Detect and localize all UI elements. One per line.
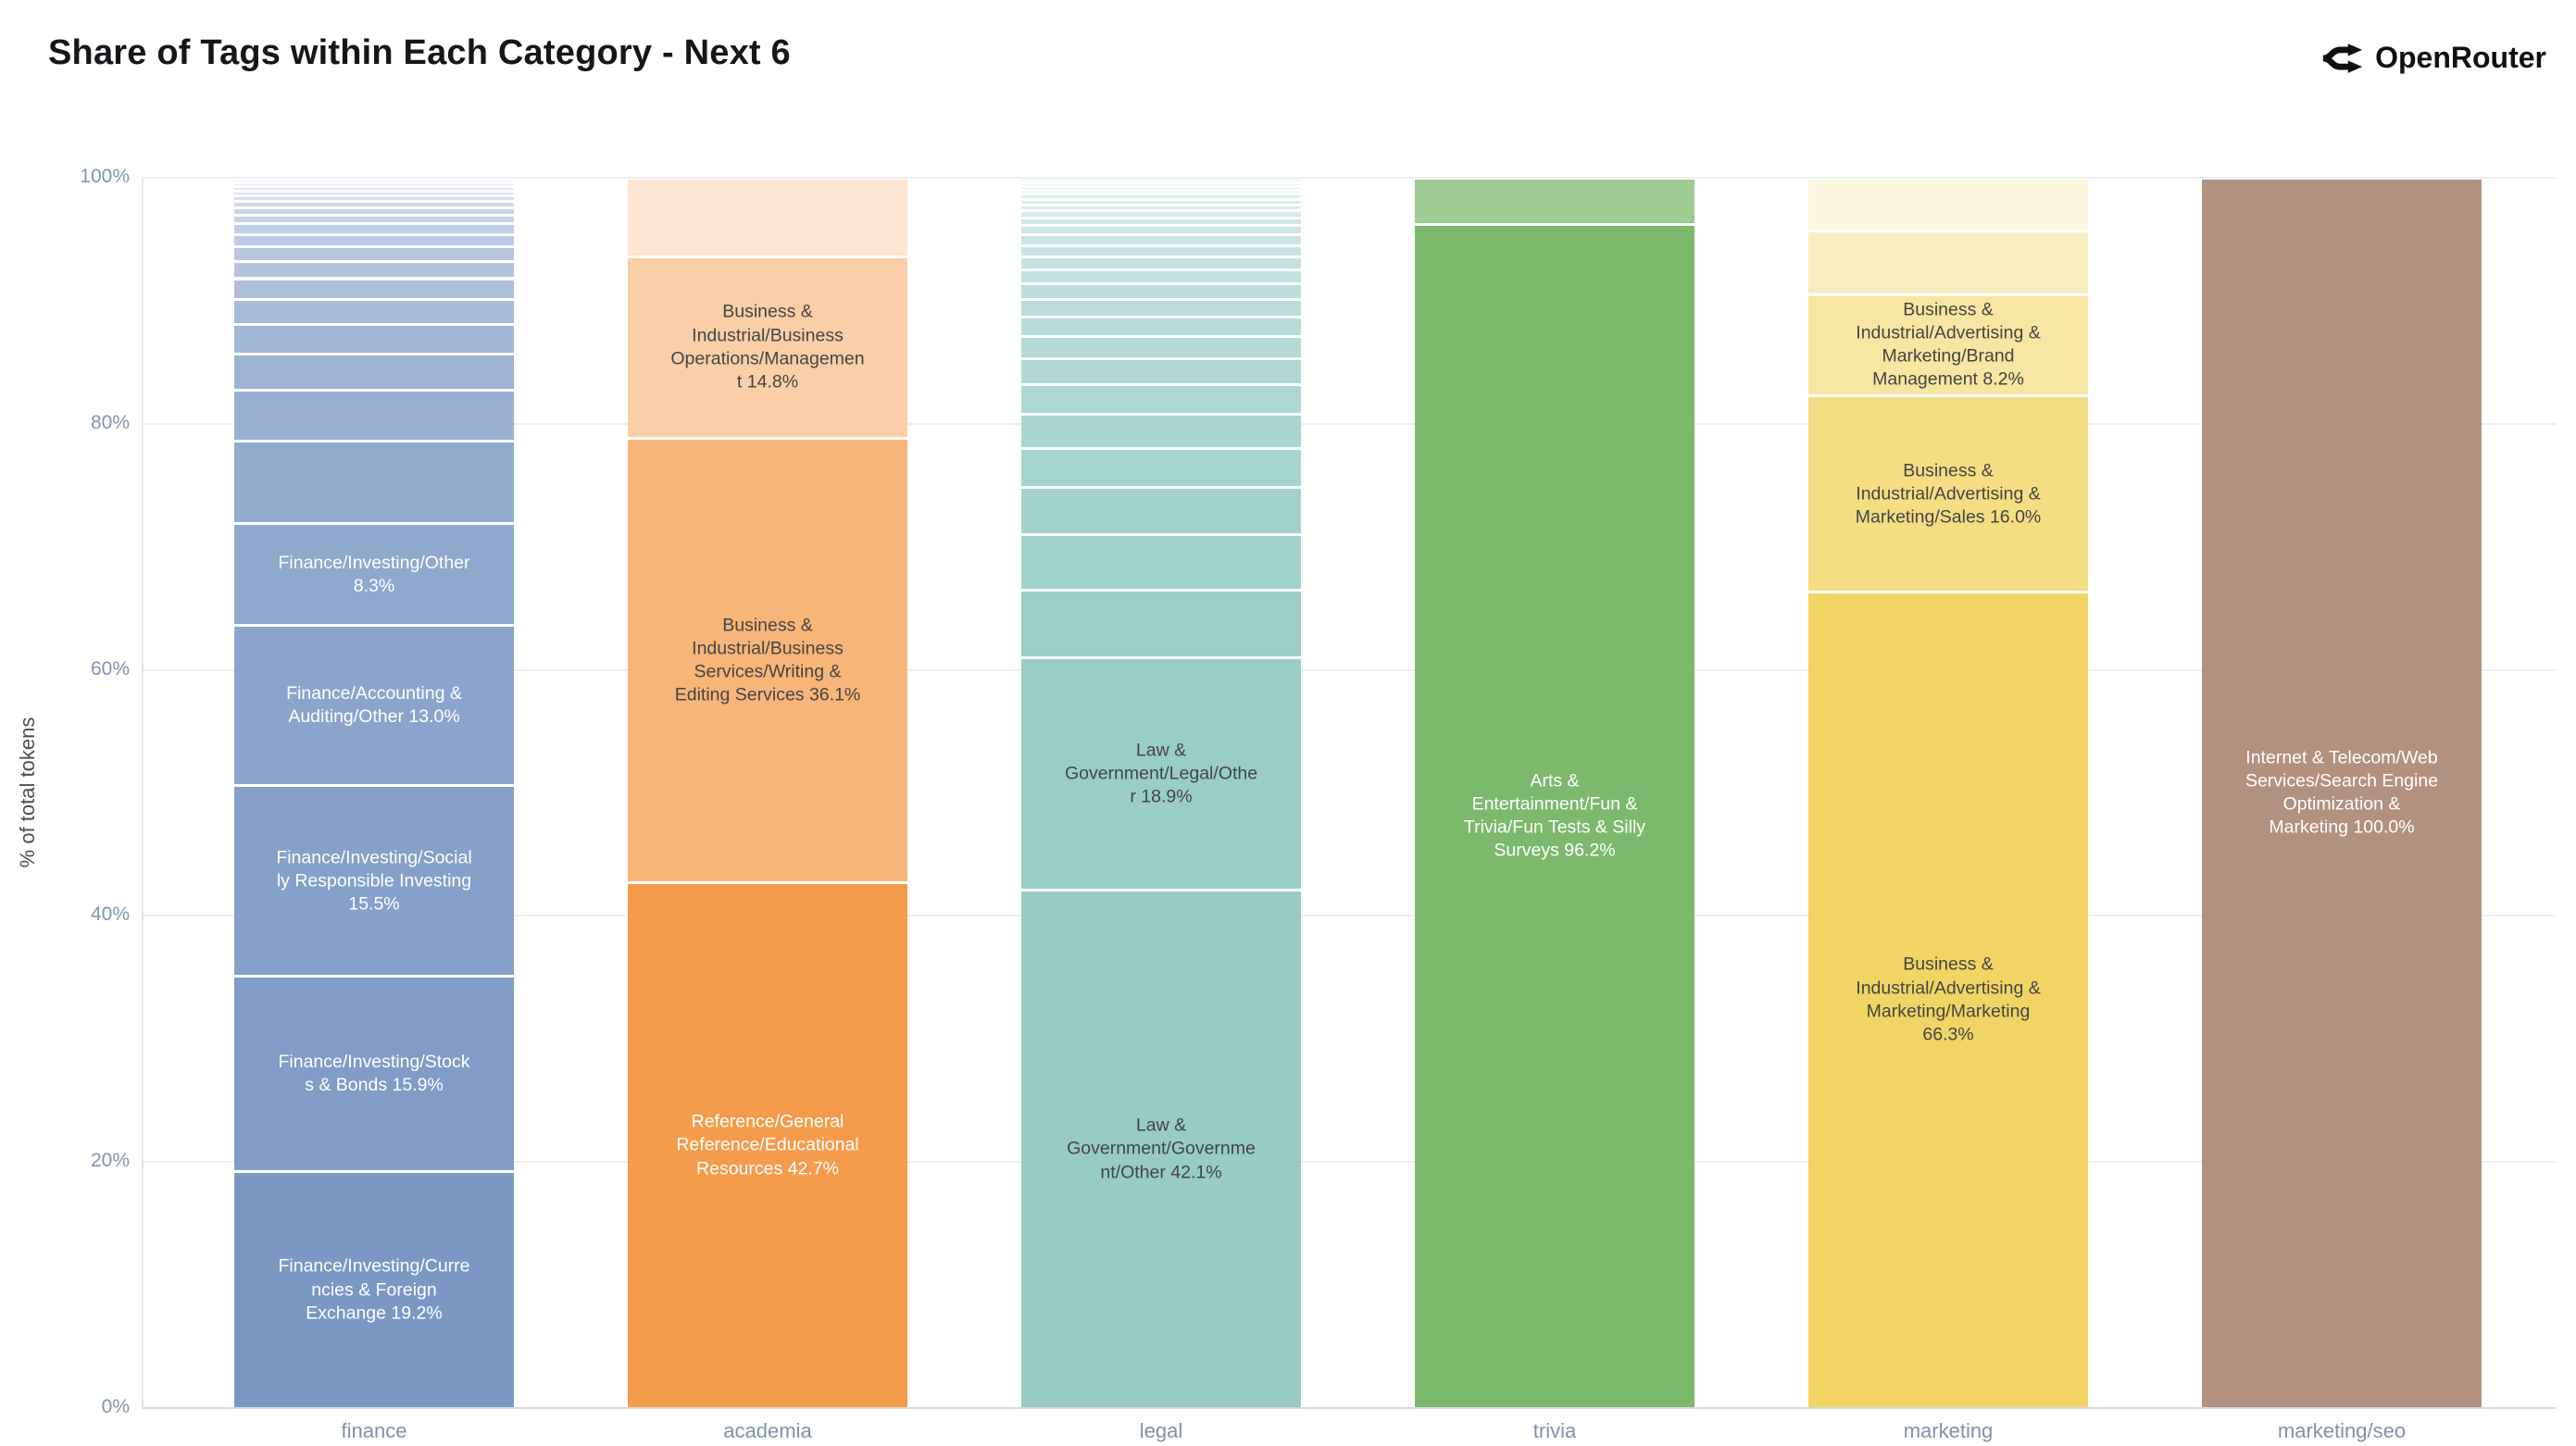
- bar-segment-finance-investing-other[interactable]: [234, 524, 514, 625]
- bar-segment-law-government-legal-other[interactable]: [1021, 658, 1301, 889]
- bar-segment[interactable]: [234, 193, 514, 195]
- bar-segment[interactable]: [1021, 591, 1301, 656]
- bar-segment-business-industrial-advertising-marketing-sales[interactable]: [1808, 396, 2088, 592]
- bar-segment-finance-investing-currencies-foreign-exchange[interactable]: [234, 1173, 514, 1407]
- y-tick-label: 100%: [80, 166, 130, 187]
- gridline-0: [142, 1407, 2556, 1409]
- bar-segment[interactable]: [1415, 179, 1694, 224]
- bar-segment[interactable]: [1021, 236, 1301, 244]
- bar-segment[interactable]: [1021, 415, 1301, 447]
- bar-segment[interactable]: [234, 225, 514, 233]
- bar-segment[interactable]: [1021, 270, 1301, 282]
- bar-segment[interactable]: [1021, 212, 1301, 217]
- bar-segment-business-industrial-business-operations-management[interactable]: [628, 257, 907, 438]
- bar-segment[interactable]: [234, 188, 514, 191]
- bar-segment[interactable]: [234, 325, 514, 353]
- bar-marketing-seo: Internet & Telecom/Web Services/Search E…: [2202, 178, 2482, 1408]
- bar-segment-business-industrial-advertising-marketing-marketing[interactable]: [1808, 593, 2088, 1407]
- bar-segment[interactable]: [234, 203, 514, 207]
- bar-segment[interactable]: [1021, 489, 1301, 533]
- bar-segment[interactable]: [1021, 183, 1301, 185]
- bar-segment-business-industrial-advertising-marketing-brand-management[interactable]: [1808, 295, 2088, 394]
- y-axis-title: % of total tokens: [16, 717, 39, 868]
- bar-segment[interactable]: [234, 301, 514, 323]
- bar-segment[interactable]: [234, 392, 514, 440]
- bar-segment[interactable]: [628, 179, 907, 256]
- bar-segment-business-industrial-business-services-writing-editing-services[interactable]: [628, 440, 907, 882]
- bar-segment[interactable]: [1021, 301, 1301, 316]
- bar-segment[interactable]: [234, 217, 514, 223]
- bar-segment[interactable]: [1021, 191, 1301, 193]
- bar-marketing: Business & Industrial/Advertising & Mark…: [1808, 178, 2088, 1408]
- bar-segment[interactable]: [1021, 200, 1301, 204]
- bar-segment[interactable]: [1021, 206, 1301, 210]
- gridline-80: [142, 422, 2556, 425]
- x-tick-label-finance: finance: [341, 1419, 407, 1442]
- bar-segment-finance-investing-stocks-bonds[interactable]: [234, 978, 514, 1171]
- bar-segment[interactable]: [234, 197, 514, 201]
- bar-segment[interactable]: [234, 235, 514, 245]
- bar-segment[interactable]: [234, 442, 514, 522]
- bar-segment[interactable]: [1021, 176, 1301, 178]
- y-axis-line: [142, 178, 144, 1408]
- bar-segment[interactable]: [234, 262, 514, 278]
- bar-segment-arts-entertainment-fun-trivia-fun-tests-silly-surveys[interactable]: [1415, 226, 1694, 1407]
- bar-segment[interactable]: [1021, 535, 1301, 589]
- bar-trivia: Arts & Entertainment/Fun & Trivia/Fun Te…: [1415, 178, 1694, 1408]
- bar-segment[interactable]: [1021, 258, 1301, 268]
- bar-segment[interactable]: [234, 355, 514, 390]
- gridline-40: [142, 915, 2556, 917]
- x-tick-label-trivia: trivia: [1532, 1419, 1577, 1442]
- bar-segment[interactable]: [1021, 218, 1301, 225]
- bar-segment[interactable]: [234, 209, 514, 215]
- bar-segment[interactable]: [1021, 195, 1301, 198]
- x-tick-label-legal: legal: [1139, 1419, 1183, 1442]
- bar-finance: Finance/Investing/Currencies & Foreign E…: [234, 177, 514, 1408]
- bar-segment[interactable]: [1021, 246, 1301, 256]
- bar-segment-reference-general-reference-educational-resources[interactable]: [628, 884, 907, 1407]
- bar-segment[interactable]: [234, 184, 514, 186]
- y-tick-label: 40%: [90, 904, 130, 926]
- bar-segment[interactable]: [1021, 385, 1301, 413]
- y-tick-label: 20%: [90, 1150, 130, 1172]
- openrouter-logo: OpenRouter: [2321, 41, 2546, 75]
- bar-segment-law-government-government-other[interactable]: [1021, 891, 1301, 1407]
- gridline-20: [142, 1161, 2556, 1164]
- bar-segment[interactable]: [1021, 318, 1301, 335]
- bar-segment[interactable]: [1021, 284, 1301, 299]
- openrouter-brand-text: OpenRouter: [2375, 41, 2546, 74]
- bar-segment[interactable]: [1808, 179, 2088, 230]
- x-tick-label-academia: academia: [723, 1419, 812, 1442]
- y-tick-label: 60%: [90, 657, 130, 679]
- gridline-60: [142, 668, 2556, 671]
- bar-segment[interactable]: [234, 280, 514, 299]
- bar-segment-finance-accounting-auditing-other[interactable]: [234, 627, 514, 785]
- y-tick-label: 80%: [90, 411, 130, 433]
- bar-segment[interactable]: [234, 247, 514, 260]
- bar-academia: Reference/General Reference/Educational …: [628, 178, 907, 1408]
- bar-segment[interactable]: [1021, 187, 1301, 189]
- page-title: Share of Tags within Each Category - Nex…: [48, 33, 791, 72]
- bar-legal: Law & Government/Government/Other 42.1% L…: [1021, 176, 1301, 1408]
- bar-segment-internet-telecom-web-services-search-engine-optimization-marketing[interactable]: [2202, 179, 2482, 1407]
- bar-segment[interactable]: [1021, 449, 1301, 487]
- bar-segment[interactable]: [234, 177, 514, 180]
- bar-segment[interactable]: [1021, 359, 1301, 383]
- x-tick-label-marketing-seo: marketing/seo: [2277, 1419, 2407, 1442]
- bar-segment[interactable]: [1808, 231, 2088, 293]
- bar-segment-finance-investing-socially-responsible-investing[interactable]: [234, 787, 514, 976]
- bar-segment[interactable]: [1021, 337, 1301, 357]
- bar-segment[interactable]: [1021, 178, 1301, 180]
- openrouter-logo-icon: [2321, 42, 2364, 75]
- bar-segment[interactable]: [1021, 227, 1301, 234]
- y-tick-label: 0%: [101, 1396, 130, 1417]
- x-tick-label-marketing: marketing: [1903, 1419, 1994, 1442]
- gridline-100: [142, 177, 2556, 179]
